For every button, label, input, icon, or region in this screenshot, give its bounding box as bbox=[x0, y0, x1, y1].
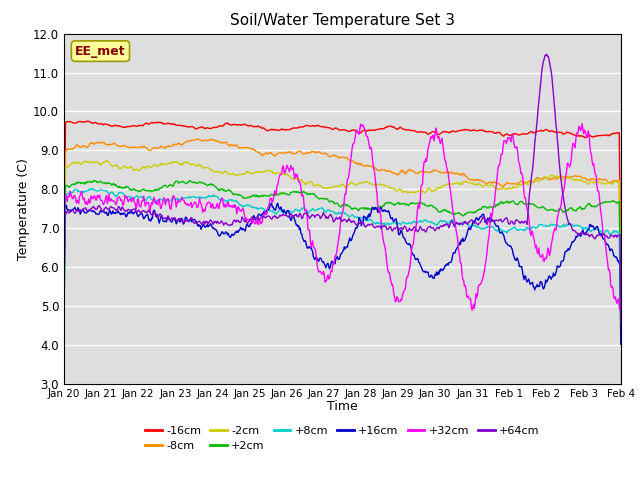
Legend: -16cm, -8cm, -2cm, +2cm, +8cm, +16cm, +32cm, +64cm: -16cm, -8cm, -2cm, +2cm, +8cm, +16cm, +3… bbox=[141, 421, 544, 456]
Y-axis label: Temperature (C): Temperature (C) bbox=[17, 158, 30, 260]
Text: EE_met: EE_met bbox=[75, 45, 126, 58]
Title: Soil/Water Temperature Set 3: Soil/Water Temperature Set 3 bbox=[230, 13, 455, 28]
X-axis label: Time: Time bbox=[327, 400, 358, 413]
